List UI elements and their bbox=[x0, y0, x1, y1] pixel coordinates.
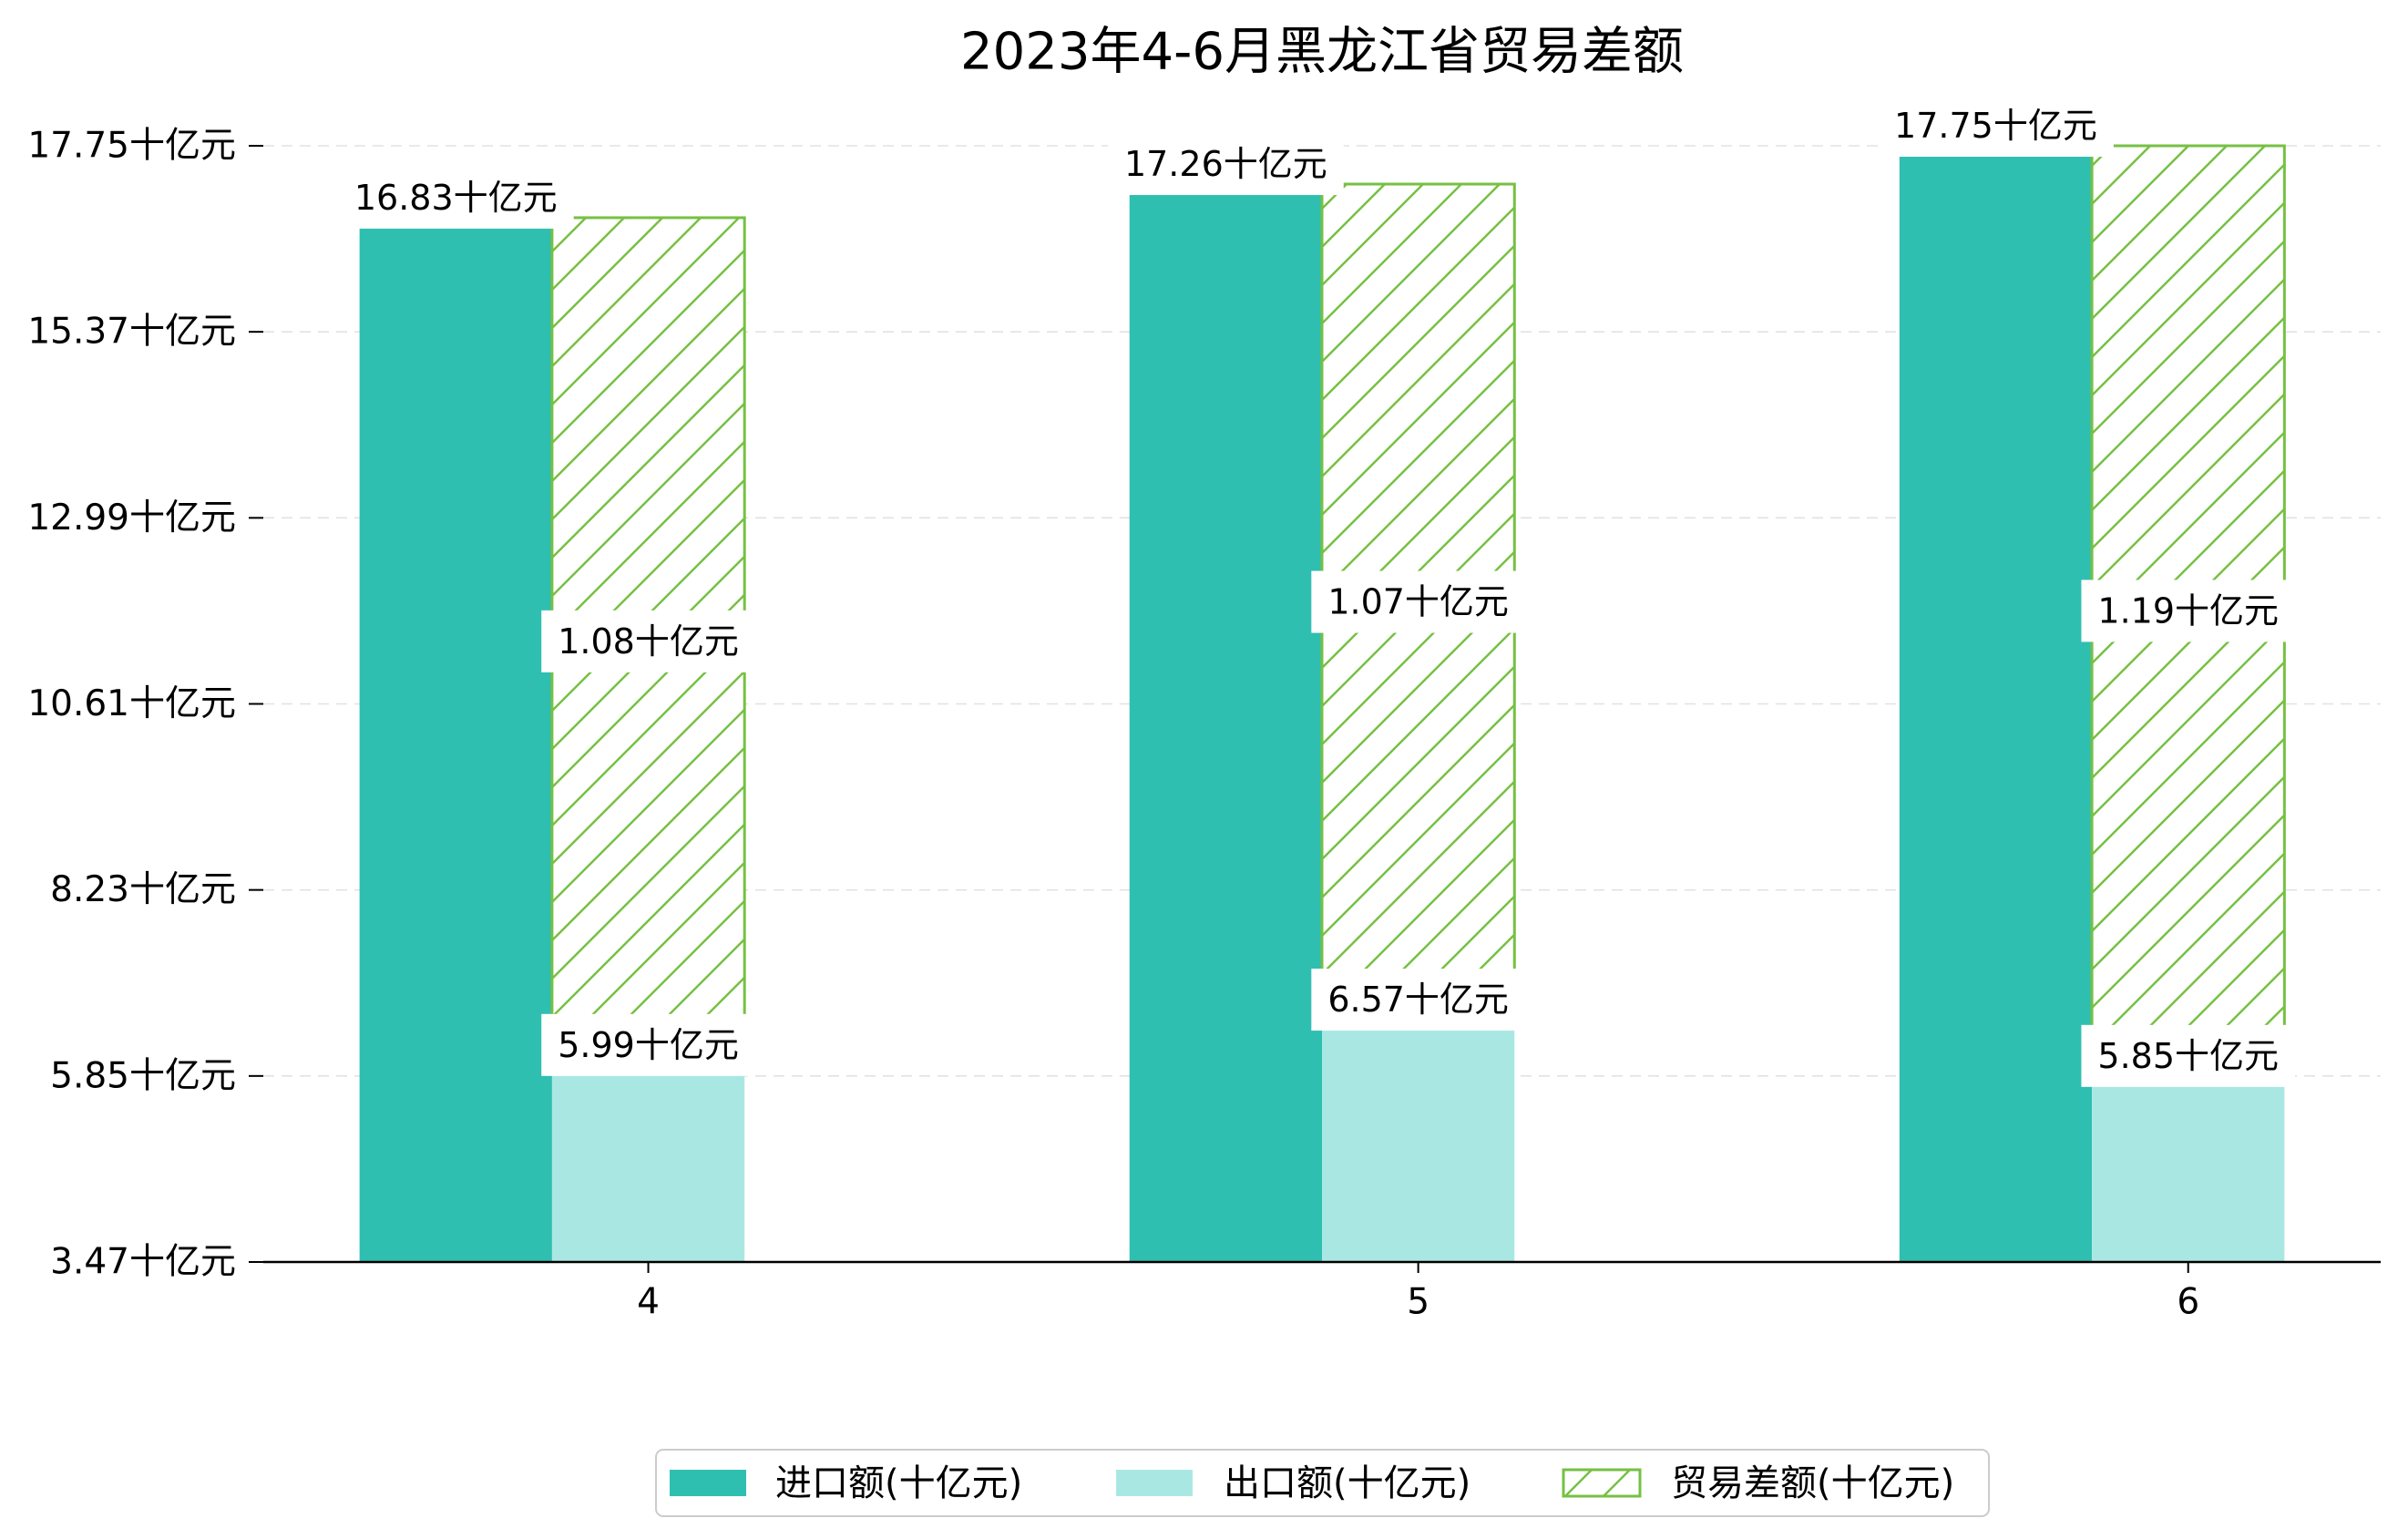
y-tick-label: 10.61十亿元 bbox=[27, 683, 236, 724]
data-label-box bbox=[2081, 1024, 2296, 1087]
y-tick-label: 5.85十亿元 bbox=[50, 1055, 236, 1096]
y-tick-label: 12.99十亿元 bbox=[27, 498, 236, 539]
legend-label-trade-balance: 贸易差额(十亿元) bbox=[1671, 1462, 1954, 1504]
data-label-trade-balance: 1.08十亿元 bbox=[558, 621, 739, 662]
data-label-trade-balance: 1.07十亿元 bbox=[1327, 582, 1509, 622]
legend-frame bbox=[655, 1449, 1990, 1517]
data-label-box bbox=[541, 610, 755, 672]
data-label-import: 16.83十亿元 bbox=[354, 178, 558, 218]
legend-label-export: 出口额(十亿元) bbox=[1224, 1462, 1470, 1504]
data-label-box bbox=[541, 1013, 755, 1076]
x-tick-label: 6 bbox=[2177, 1282, 2199, 1323]
legend-swatch-trade-balance bbox=[1562, 1468, 1642, 1498]
bar-import bbox=[1129, 184, 1322, 1263]
data-label-export: 6.57十亿元 bbox=[1327, 980, 1509, 1020]
data-label-box bbox=[1878, 95, 2114, 157]
data-label-box bbox=[337, 166, 574, 229]
data-labels: 16.83十亿元 5.99十亿元 1.08十亿元 17.26十亿元 6.57十亿元 1.0… bbox=[337, 95, 2296, 1087]
legend-swatch-export bbox=[1116, 1470, 1193, 1496]
x-tick-label: 4 bbox=[637, 1282, 660, 1323]
y-tick-label: 3.47十亿元 bbox=[50, 1242, 236, 1283]
y-tick-label: 15.37十亿元 bbox=[27, 312, 236, 353]
bars bbox=[359, 144, 2286, 1263]
data-label-trade-balance: 1.19十亿元 bbox=[2097, 590, 2279, 631]
bar-export bbox=[2092, 1075, 2285, 1262]
data-label-export: 5.99十亿元 bbox=[558, 1025, 739, 1065]
data-label-box bbox=[1311, 570, 1525, 633]
legend-label-import: 进口额(十亿元) bbox=[775, 1462, 1022, 1504]
axes: 3.47十亿元 5.85十亿元 8.23十亿元 10.61十亿元 12.99十亿元 15.… bbox=[27, 126, 2381, 1323]
data-label-export: 5.85十亿元 bbox=[2097, 1036, 2279, 1076]
legend-swatch-import bbox=[670, 1470, 746, 1496]
legend: 进口额(十亿元) 出口额(十亿元) 贸易差额(十亿元) bbox=[655, 1449, 1990, 1517]
y-tick-label: 17.75十亿元 bbox=[27, 126, 236, 167]
data-label-box bbox=[2081, 580, 2296, 642]
data-label-box bbox=[1311, 969, 1525, 1031]
data-label-import: 17.75十亿元 bbox=[1894, 106, 2097, 146]
bar-import bbox=[359, 217, 552, 1262]
data-label-import: 17.26十亿元 bbox=[1124, 144, 1327, 184]
bar-export bbox=[1322, 1020, 1515, 1262]
chart-title: 2023年4-6月黑龙江省贸易差额 bbox=[960, 23, 1684, 82]
data-label-box bbox=[1107, 133, 1344, 196]
bar-import bbox=[1899, 146, 2093, 1262]
x-tick-label: 5 bbox=[1407, 1282, 1429, 1323]
y-tick-label: 8.23十亿元 bbox=[50, 869, 236, 910]
bar-export bbox=[551, 1064, 745, 1262]
